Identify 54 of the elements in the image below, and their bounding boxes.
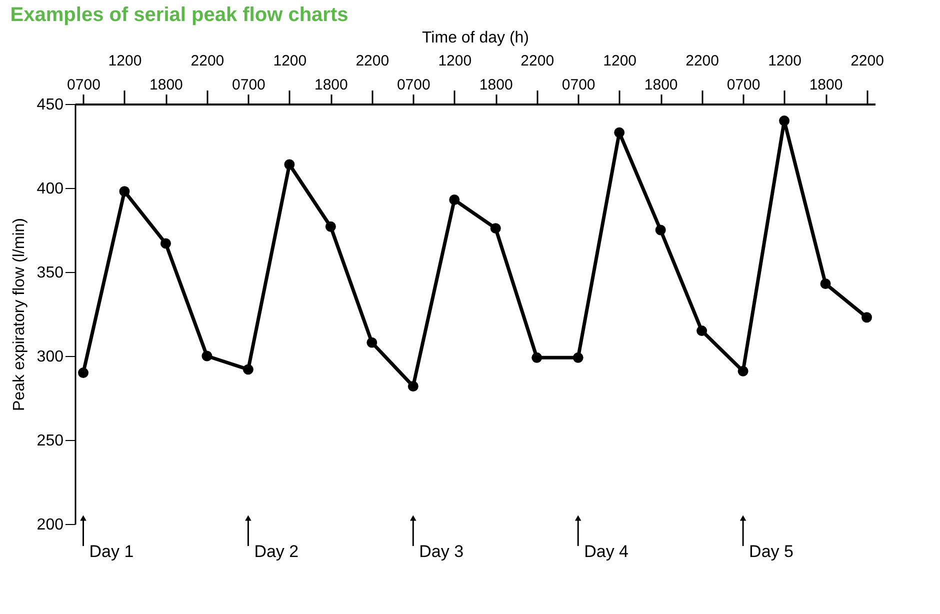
point bbox=[242, 364, 254, 375]
point bbox=[202, 350, 212, 362]
x-tick-label: 2200 bbox=[356, 52, 390, 70]
x-tick-label: 0700 bbox=[726, 76, 760, 94]
x-tick-label: 0700 bbox=[67, 76, 100, 94]
x-tick-label: 1200 bbox=[768, 52, 802, 70]
y-tick-label: 300 bbox=[36, 348, 64, 366]
x-tick-label: 0700 bbox=[232, 76, 266, 94]
point bbox=[572, 352, 584, 363]
x-tick-label: 1200 bbox=[108, 52, 142, 70]
y-tick-label: 450 bbox=[36, 96, 64, 114]
point bbox=[820, 278, 831, 289]
x-tick-label: 1200 bbox=[603, 52, 637, 70]
point bbox=[408, 381, 418, 392]
x-tick-label: 1800 bbox=[314, 76, 348, 94]
point bbox=[366, 337, 378, 348]
chart-title: Examples of serial peak flow charts bbox=[10, 4, 348, 26]
x-tick-label: 1800 bbox=[644, 76, 678, 94]
x-tick-label: 2200 bbox=[686, 52, 719, 70]
point bbox=[119, 186, 130, 197]
x-tick-label: 1800 bbox=[150, 76, 183, 94]
text: Day 3 bbox=[419, 542, 464, 561]
y-axis-title: Peak expiratory flow (l/min) bbox=[10, 218, 28, 411]
point bbox=[696, 326, 708, 336]
x-tick-label: 0700 bbox=[396, 76, 430, 94]
text: Day 1 bbox=[89, 542, 134, 561]
x-tick-label: 1200 bbox=[438, 52, 472, 70]
y-tick-label: 400 bbox=[36, 180, 64, 198]
point bbox=[532, 352, 542, 363]
x-tick-label: 1800 bbox=[479, 76, 513, 94]
point bbox=[655, 224, 666, 236]
point bbox=[738, 366, 748, 376]
x-tick-label: 2200 bbox=[850, 52, 884, 70]
point bbox=[449, 194, 460, 205]
point bbox=[862, 312, 872, 323]
x-axis-title: Time of day (h) bbox=[422, 30, 529, 46]
x-tick-label: 1800 bbox=[809, 76, 843, 94]
point bbox=[160, 238, 171, 249]
point bbox=[78, 368, 88, 378]
x-tick-label: 1200 bbox=[273, 52, 307, 70]
x-tick-label: 2200 bbox=[190, 52, 224, 70]
x-tick-label: 0700 bbox=[562, 76, 596, 94]
text: Day 4 bbox=[584, 542, 629, 561]
y-tick-label: 200 bbox=[36, 516, 64, 534]
point bbox=[490, 223, 501, 234]
y-tick-label: 250 bbox=[36, 432, 64, 450]
point bbox=[325, 221, 336, 232]
text: Day 2 bbox=[254, 542, 299, 561]
y-tick-label: 350 bbox=[36, 264, 64, 282]
point bbox=[779, 116, 790, 126]
point bbox=[284, 159, 295, 170]
x-tick-label: 2200 bbox=[520, 52, 554, 70]
point bbox=[614, 127, 625, 138]
text: Day 5 bbox=[749, 542, 794, 561]
